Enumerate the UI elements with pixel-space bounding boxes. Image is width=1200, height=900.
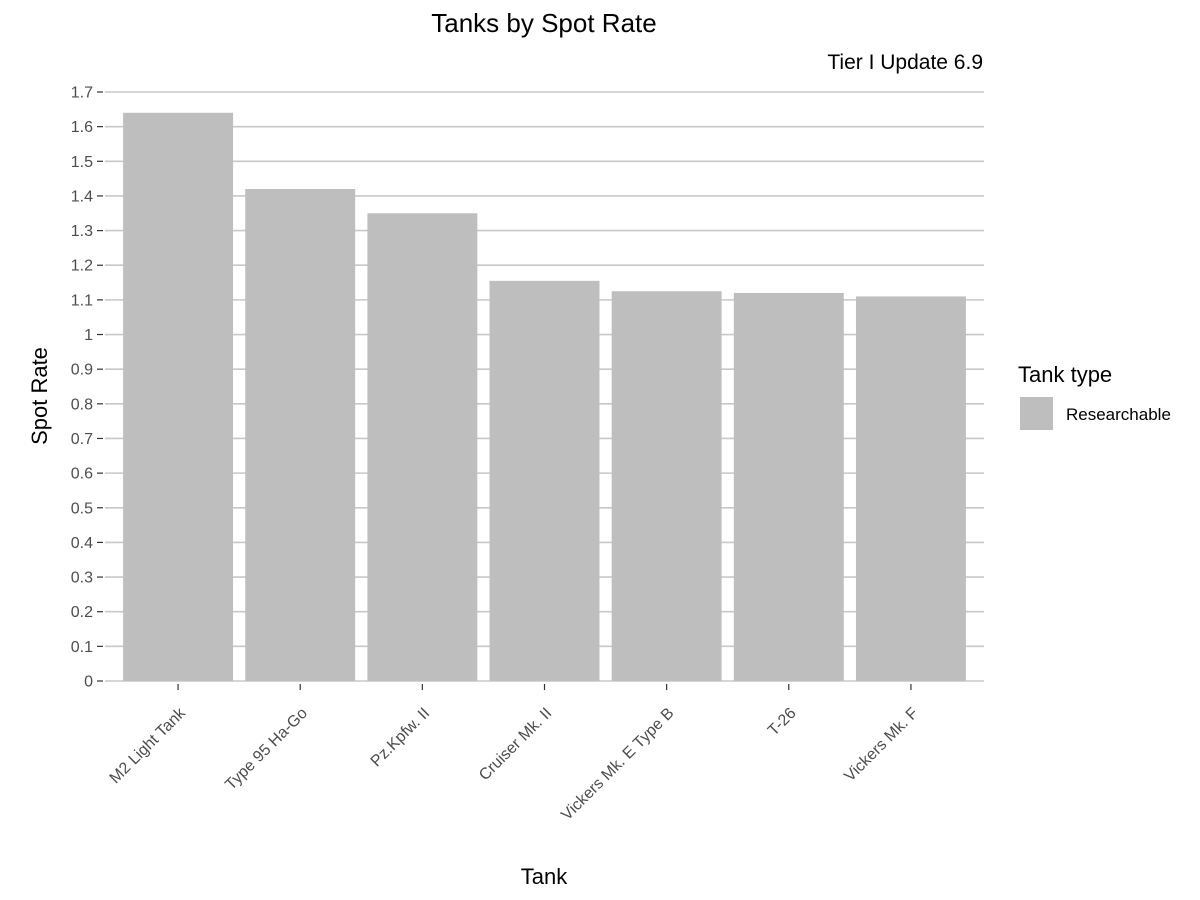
- y-tick-label: 0.2: [71, 604, 93, 621]
- bar-type-95-ha-go: [245, 189, 356, 681]
- y-tick-label: 1.1: [71, 292, 93, 309]
- y-tick-label: 0.1: [71, 639, 93, 656]
- y-tick-label: 0.6: [71, 466, 93, 483]
- legend: Tank type Researchable: [1018, 362, 1171, 430]
- y-tick-label: 0: [84, 674, 93, 691]
- bar-pz-kpfw-ii: [367, 213, 478, 681]
- x-tick-label: Vickers Mk. E Type B: [558, 705, 677, 824]
- x-axis: M2 Light Tank Type 95 Ha-Go Pz.Kpfw. II Cru…: [107, 684, 922, 824]
- x-tick-label: T-26: [765, 705, 800, 740]
- legend-title: Tank type: [1018, 362, 1112, 387]
- y-tick-label: 0.5: [71, 500, 93, 517]
- y-tick-label: 1.4: [71, 188, 93, 205]
- x-axis-title: Tank: [521, 864, 568, 889]
- x-tick-label: Pz.Kpfw. II: [368, 705, 433, 770]
- legend-label-researchable: Researchable: [1066, 405, 1171, 424]
- y-tick-label: 1.6: [71, 119, 93, 136]
- y-tick-label: 0.9: [71, 362, 93, 379]
- x-tick-label: Cruiser Mk. II: [476, 705, 555, 784]
- y-tick-label: 1.7: [71, 85, 93, 102]
- y-tick-label: 0.4: [71, 535, 93, 552]
- x-tick-label: Vickers Mk. F: [841, 705, 921, 785]
- y-tick-label: 0.8: [71, 396, 93, 413]
- bar-cruiser-mk-ii: [489, 280, 600, 681]
- x-tick-label: M2 Light Tank: [107, 704, 190, 787]
- y-tick-label: 0.7: [71, 431, 93, 448]
- y-tick-label: 1: [84, 327, 93, 344]
- chart-subtitle: Tier I Update 6.9: [827, 51, 983, 74]
- y-axis-title: Spot Rate: [27, 347, 52, 445]
- bar-vickers-mk-f: [855, 296, 966, 681]
- legend-swatch-researchable: [1020, 397, 1053, 430]
- bars: [123, 112, 966, 682]
- x-tick-label: Type 95 Ha-Go: [222, 705, 311, 794]
- bar-t-26: [733, 292, 844, 681]
- y-axis: 0 0.1 0.2 0.3 0.4 0.5 0.6 0.7 0.8 0.9 1 1.1 1.2 1.3 1.…: [71, 85, 103, 691]
- y-tick-label: 0.3: [71, 570, 93, 587]
- y-tick-label: 1.2: [71, 258, 93, 275]
- y-tick-label: 1.3: [71, 223, 93, 240]
- y-tick-label: 1.5: [71, 154, 93, 171]
- bar-m2-light-tank: [123, 112, 234, 682]
- chart-title: Tanks by Spot Rate: [431, 8, 656, 38]
- bar-vickers-mk-e-type-b: [611, 291, 722, 681]
